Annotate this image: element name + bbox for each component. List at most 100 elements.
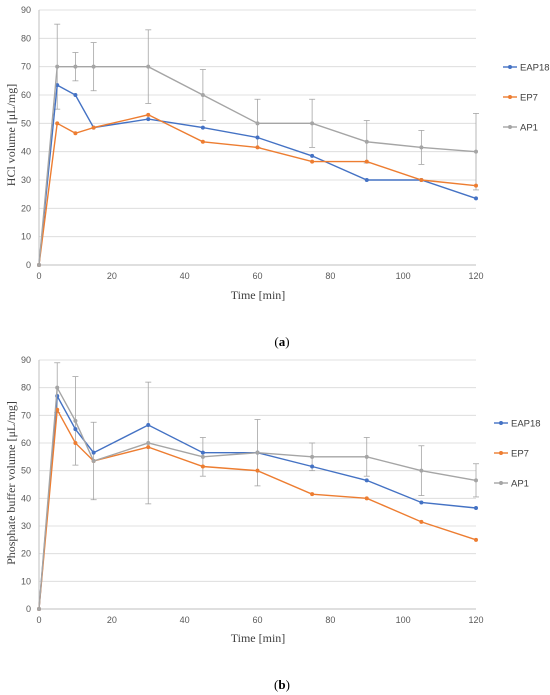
data-point-a-ap1-1 <box>55 64 60 69</box>
panel-letter-a: a <box>279 334 286 349</box>
x-tick-label-b-6: 120 <box>468 615 483 625</box>
x-tick-label-a-4: 80 <box>325 271 335 281</box>
panel-caption-b: (b) <box>274 677 290 692</box>
legend-a: EAP18 EP7 AP1 <box>503 63 550 134</box>
y-tick-label-b-5: 50 <box>21 466 31 476</box>
series-lines-a <box>37 64 478 267</box>
data-point-a-eap18-6 <box>255 135 260 140</box>
y-tick-label-a-4: 40 <box>21 147 31 157</box>
legend-item-a-eap18: EAP18 <box>503 63 550 74</box>
data-point-a-ep7-4 <box>146 112 151 117</box>
data-point-a-eap18-8 <box>364 178 369 182</box>
y-tick-label-a-7: 70 <box>21 62 31 72</box>
x-tick-label-b-4: 80 <box>325 615 335 625</box>
y-tick-label-a-3: 30 <box>21 175 31 185</box>
data-point-a-eap18-5 <box>200 125 205 130</box>
error-bars-a <box>54 23 479 191</box>
legend-item-b-ap1: AP1 <box>494 479 529 490</box>
data-point-a-ep7-6 <box>255 145 260 150</box>
y-axis-label-b: Phosphate buffer volume [μL/mg] <box>4 401 18 565</box>
legend-label-b-eap18: EAP18 <box>511 419 541 430</box>
y-tick-label-b-9: 90 <box>21 355 31 365</box>
legend-marker-b-ap1 <box>499 481 503 485</box>
data-point-b-ap1-0 <box>37 607 41 611</box>
x-tick-label-a-6: 120 <box>468 271 483 281</box>
data-point-a-ep7-2 <box>73 131 78 136</box>
chart-panel-b: 0 10 20 30 40 50 60 70 80 90 0 20 40 60 80 100 120 EAP1… <box>4 355 541 692</box>
y-tick-label-b-8: 80 <box>21 383 31 393</box>
data-point-a-eap18-2 <box>73 93 78 97</box>
x-tick-labels-b: 0 20 40 60 80 100 120 <box>36 615 483 625</box>
data-point-b-ep7-10 <box>474 537 478 542</box>
axes-a <box>38 10 476 266</box>
y-tick-labels-a: 0 10 20 30 40 50 60 70 80 90 <box>21 5 31 270</box>
data-point-a-ap1-4 <box>146 64 151 69</box>
data-point-a-ap1-0 <box>37 263 41 267</box>
data-point-b-ep7-2 <box>73 441 78 445</box>
data-point-a-ep7-8 <box>364 159 369 164</box>
data-point-b-ep7-8 <box>364 496 369 501</box>
y-tick-label-b-0: 0 <box>26 604 31 614</box>
legend-item-b-eap18: EAP18 <box>494 419 541 430</box>
x-tick-label-a-3: 60 <box>252 271 262 281</box>
panel-letter-b: b <box>278 677 285 692</box>
legend-label-a-ep7: EP7 <box>520 93 538 104</box>
data-point-b-eap18-2 <box>73 427 78 432</box>
error-bars-b <box>54 362 479 505</box>
legend-label-b-ap1: AP1 <box>511 479 529 490</box>
x-tick-label-a-1: 20 <box>107 271 117 281</box>
x-tick-label-b-3: 60 <box>252 615 262 625</box>
data-point-b-ap1-2 <box>73 418 78 423</box>
data-point-b-eap18-7 <box>310 464 315 469</box>
y-tick-label-b-6: 60 <box>21 438 31 448</box>
data-point-a-ap1-8 <box>364 139 369 144</box>
y-tick-label-a-5: 50 <box>21 118 31 128</box>
x-tick-label-a-0: 0 <box>36 271 41 281</box>
data-point-a-ap1-9 <box>419 145 424 150</box>
x-tick-label-b-1: 20 <box>107 615 117 625</box>
x-axis-label-a: Time [min] <box>231 288 286 302</box>
x-tick-label-a-2: 40 <box>180 271 190 281</box>
data-point-b-ap1-7 <box>310 454 315 459</box>
data-point-a-ap1-5 <box>200 93 205 97</box>
data-point-a-eap18-4 <box>146 117 151 122</box>
y-tick-label-a-8: 80 <box>21 33 31 43</box>
legend-marker-b-ep7 <box>499 451 503 455</box>
x-tick-labels-a: 0 20 40 60 80 100 120 <box>36 271 483 281</box>
data-point-a-ep7-10 <box>474 183 478 188</box>
data-point-a-ap1-7 <box>310 121 315 126</box>
legend-item-a-ap1: AP1 <box>503 123 538 134</box>
data-point-b-ep7-4 <box>146 445 151 450</box>
data-point-a-ap1-2 <box>73 64 78 69</box>
data-point-b-ap1-1 <box>55 385 60 390</box>
x-tick-label-a-5: 100 <box>396 271 411 281</box>
axes-b <box>38 360 476 610</box>
series-lines-b <box>37 385 478 611</box>
data-point-b-ep7-1 <box>55 407 60 412</box>
y-tick-label-a-6: 60 <box>21 90 31 100</box>
data-point-b-ap1-4 <box>146 441 151 445</box>
data-point-b-ap1-5 <box>200 454 205 459</box>
data-point-b-ap1-8 <box>364 454 369 459</box>
data-point-b-eap18-3 <box>91 450 96 455</box>
data-point-b-eap18-5 <box>200 450 205 455</box>
y-tick-label-b-2: 20 <box>21 549 31 559</box>
y-tick-label-b-1: 10 <box>21 576 31 586</box>
data-point-b-ep7-5 <box>200 464 205 469</box>
data-point-b-ap1-9 <box>419 468 424 473</box>
x-axis-label-b: Time [min] <box>231 631 286 645</box>
x-tick-label-b-0: 0 <box>36 615 41 625</box>
x-tick-label-b-5: 100 <box>396 615 411 625</box>
data-point-b-eap18-4 <box>146 423 151 428</box>
series-line-a-ap1 <box>38 66 477 266</box>
data-point-a-ap1-6 <box>255 121 260 126</box>
legend-marker-a-eap18 <box>508 65 512 69</box>
y-tick-label-a-9: 90 <box>21 5 31 15</box>
y-tick-label-b-3: 30 <box>21 521 31 531</box>
data-point-b-eap18-8 <box>364 478 369 483</box>
data-point-a-eap18-7 <box>310 153 315 158</box>
legend-marker-b-eap18 <box>499 421 503 425</box>
data-point-b-ep7-7 <box>310 492 315 497</box>
y-tick-label-a-1: 10 <box>21 232 31 242</box>
